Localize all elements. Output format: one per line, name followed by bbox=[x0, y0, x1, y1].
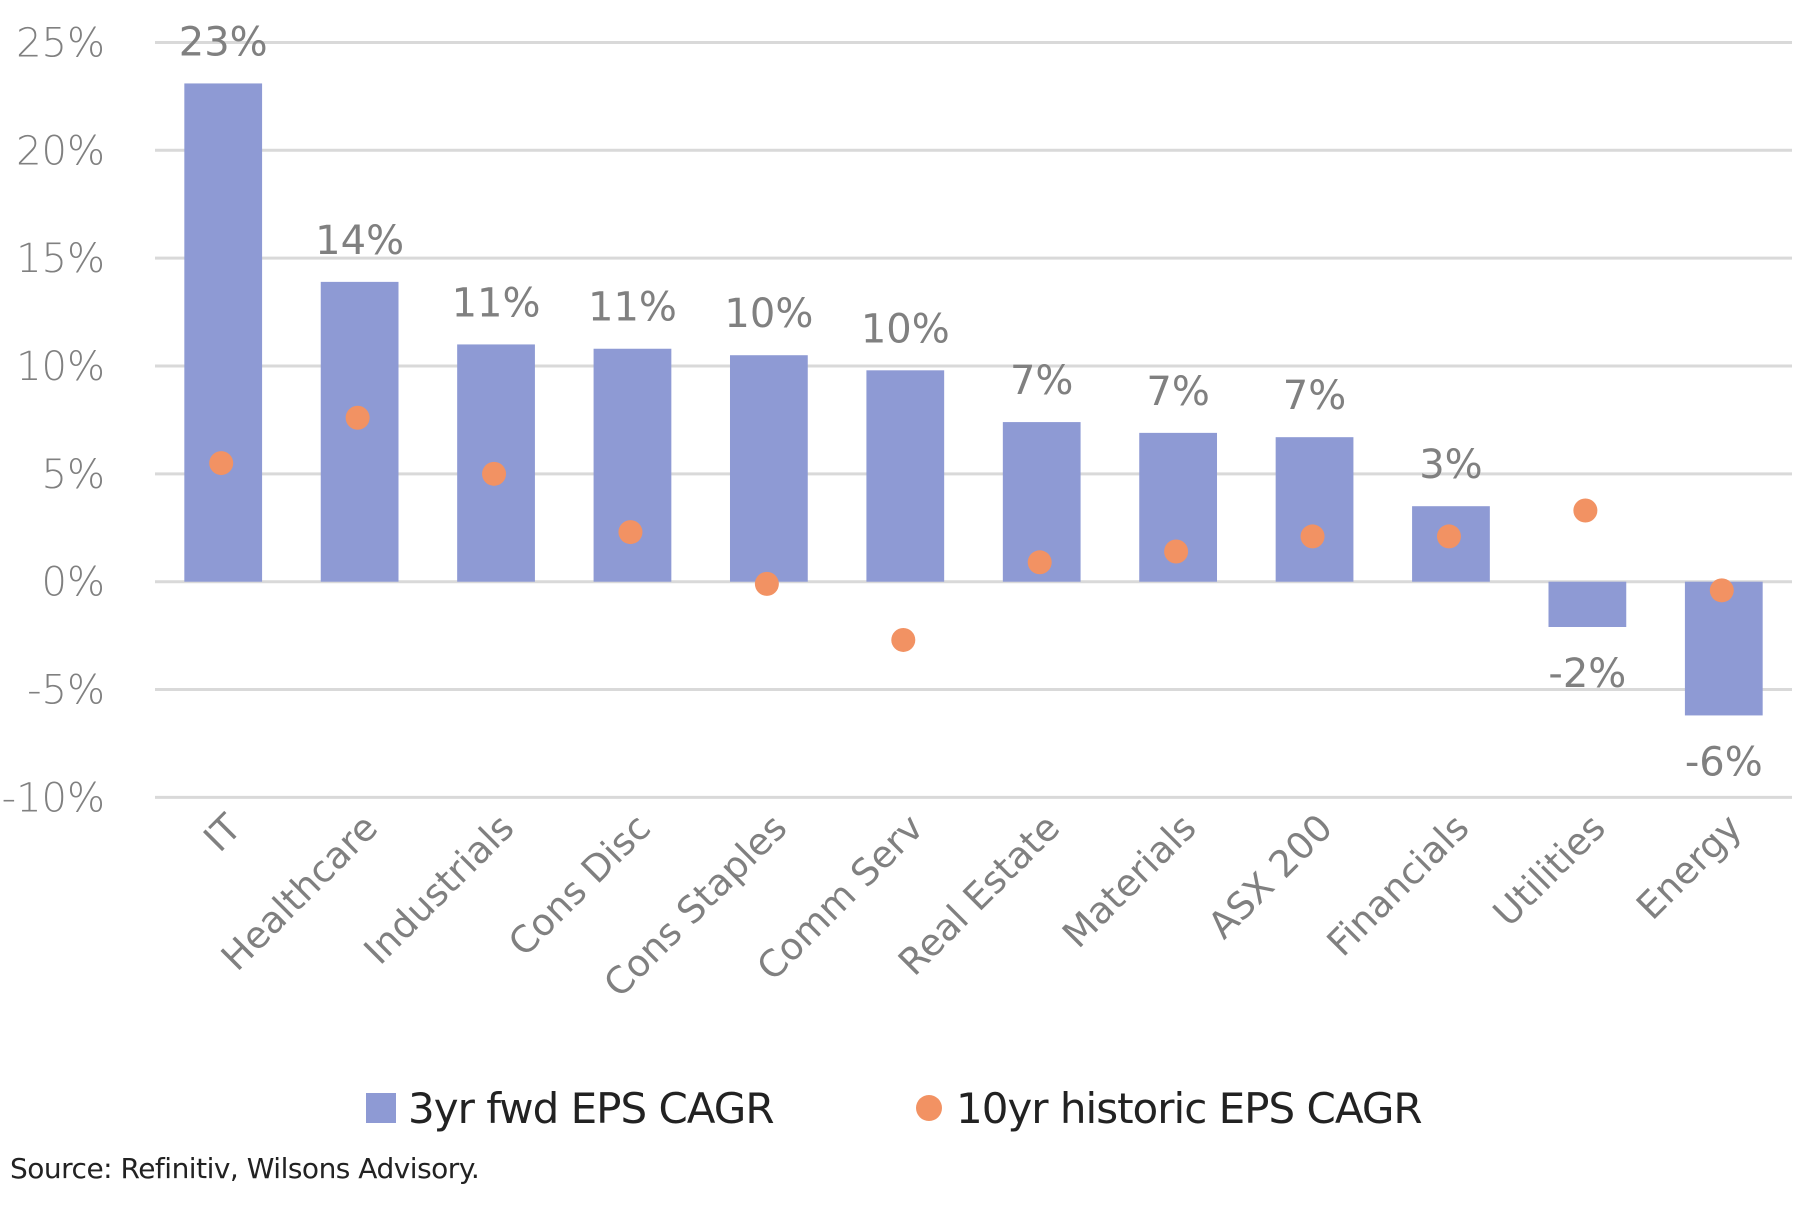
dot bbox=[1436, 524, 1461, 549]
dot-series bbox=[209, 405, 1734, 652]
source-note: Source: Refinitiv, Wilsons Advisory. bbox=[10, 1152, 480, 1185]
bar bbox=[320, 281, 399, 582]
y-tick-label: -5% bbox=[27, 668, 105, 714]
x-tick-label: Energy bbox=[1628, 806, 1750, 928]
bar bbox=[1684, 581, 1763, 716]
data-label: 14% bbox=[315, 218, 404, 264]
dot bbox=[1709, 578, 1734, 603]
dot bbox=[1027, 550, 1052, 575]
dot bbox=[1164, 539, 1189, 564]
x-tick-label: Materials bbox=[1054, 806, 1204, 956]
dot bbox=[891, 627, 916, 652]
y-tick-label: 20% bbox=[16, 128, 105, 174]
bar bbox=[1275, 437, 1354, 582]
dot bbox=[754, 571, 779, 596]
data-label: 7% bbox=[1010, 358, 1073, 404]
x-tick-label: Industrials bbox=[356, 806, 523, 973]
data-label: 11% bbox=[452, 280, 541, 326]
data-label: -2% bbox=[1548, 651, 1626, 697]
dot bbox=[618, 520, 643, 545]
dot bbox=[345, 405, 370, 430]
y-tick-label: 15% bbox=[16, 236, 105, 282]
data-label: -6% bbox=[1685, 739, 1763, 785]
data-label: 11% bbox=[588, 285, 677, 331]
dot bbox=[1300, 524, 1325, 549]
data-label: 10% bbox=[861, 306, 950, 352]
bar bbox=[1548, 581, 1627, 627]
data-label: 23% bbox=[179, 19, 268, 65]
y-tick-label: 0% bbox=[42, 560, 105, 606]
bar bbox=[593, 348, 672, 582]
chart: 25% 20% 15% 10% 5% 0% -5% -10% 23% 14% 11% 11% 10% 1… bbox=[2, 19, 1792, 1006]
x-tick-label: Financials bbox=[1319, 806, 1478, 965]
bar bbox=[184, 83, 263, 582]
legend-item-fwd: 3yr fwd EPS CAGR bbox=[366, 1078, 775, 1138]
dot bbox=[209, 451, 234, 476]
legend-dot-swatch-icon bbox=[916, 1095, 942, 1121]
legend-label-fwd: 3yr fwd EPS CAGR bbox=[408, 1083, 775, 1133]
y-tick-label: 25% bbox=[16, 20, 105, 66]
dot bbox=[482, 461, 507, 486]
bar bbox=[729, 355, 808, 582]
data-label: 10% bbox=[724, 291, 813, 337]
dot bbox=[1573, 498, 1598, 523]
legend-item-hist: 10yr historic EPS CAGR bbox=[916, 1078, 1423, 1138]
gridlines bbox=[155, 40, 1792, 799]
bar bbox=[866, 370, 945, 582]
legend-bar-swatch-icon bbox=[366, 1093, 396, 1123]
y-tick-label: 5% bbox=[42, 452, 105, 498]
bar-series bbox=[184, 83, 1763, 716]
x-tick-label: Utilities bbox=[1485, 806, 1614, 935]
x-tick-label: ASX 200 bbox=[1200, 806, 1341, 947]
y-tick-label: 10% bbox=[16, 344, 105, 390]
data-label: 7% bbox=[1283, 373, 1346, 419]
y-axis: 25% 20% 15% 10% 5% 0% -5% -10% bbox=[2, 20, 105, 821]
legend-label-hist: 10yr historic EPS CAGR bbox=[956, 1083, 1423, 1133]
y-tick-label: -10% bbox=[2, 775, 105, 821]
data-labels: 23% 14% 11% 11% 10% 10% 7% 7% 7% 3% -2% -6% bbox=[179, 19, 1763, 785]
data-label: 7% bbox=[1146, 369, 1209, 415]
x-tick-label: IT bbox=[195, 806, 249, 860]
data-label: 3% bbox=[1419, 442, 1482, 488]
legend: 3yr fwd EPS CAGR 10yr historic EPS CAGR bbox=[0, 1078, 1800, 1138]
